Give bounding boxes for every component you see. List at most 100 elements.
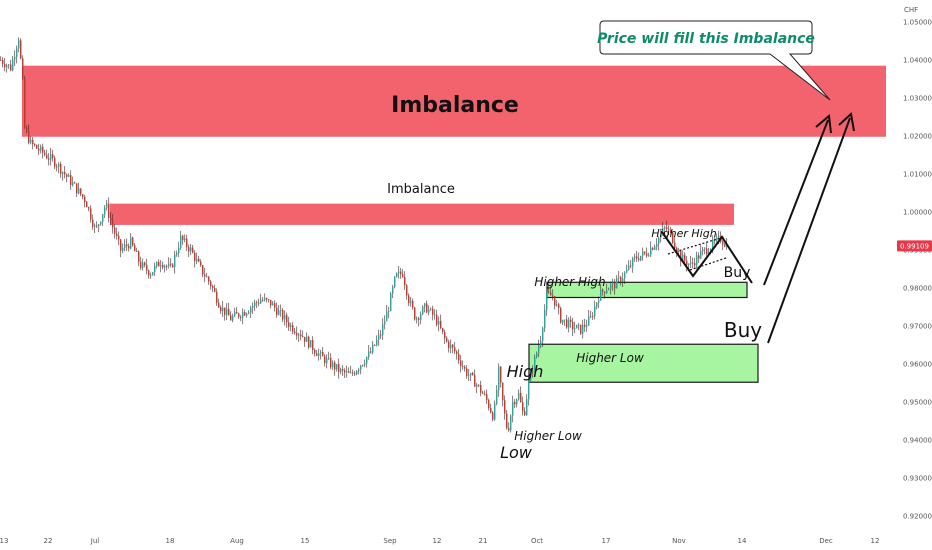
candle — [378, 329, 380, 346]
candle — [548, 286, 550, 295]
candle — [124, 239, 126, 252]
candle — [656, 238, 658, 251]
candle — [356, 369, 358, 376]
candle — [524, 407, 526, 416]
candle — [612, 278, 614, 291]
candle — [640, 255, 642, 262]
candle — [304, 336, 306, 347]
candle — [110, 211, 112, 226]
candle — [274, 300, 276, 312]
candle — [544, 304, 546, 333]
candle — [80, 188, 82, 197]
candle — [106, 200, 108, 211]
candle — [48, 153, 50, 166]
candle — [432, 305, 434, 321]
candle — [100, 221, 102, 226]
candle — [402, 269, 404, 278]
candle — [134, 243, 136, 252]
candle — [424, 302, 426, 313]
candle — [490, 403, 492, 414]
candle — [580, 324, 582, 335]
candle — [434, 309, 436, 320]
candle — [116, 227, 118, 240]
candle — [492, 411, 494, 422]
candle — [22, 55, 24, 80]
candle — [380, 330, 382, 339]
candle — [556, 299, 558, 307]
x-tick-label: 22 — [44, 537, 53, 545]
x-tick-label: Sep — [383, 537, 397, 545]
candle — [330, 353, 332, 370]
candle — [360, 364, 362, 375]
candle — [260, 293, 262, 305]
candle — [38, 143, 40, 155]
candle — [666, 220, 668, 232]
candle — [600, 283, 602, 301]
candle — [122, 243, 124, 254]
candle — [198, 255, 200, 263]
candle — [558, 302, 560, 315]
candle — [158, 259, 160, 267]
candle — [162, 261, 164, 270]
candle — [594, 300, 596, 320]
candle — [44, 149, 46, 157]
candle — [268, 298, 270, 303]
candle — [704, 247, 706, 255]
time-axis[interactable]: 13 22 Jul 18 Aug 15 Sep 12 21 Oct 17 Nov 14 Dec 12 — [0, 537, 879, 545]
candle — [104, 205, 106, 219]
candle — [264, 293, 266, 302]
y-tick-label: 0.97000 — [903, 323, 932, 331]
candle — [646, 247, 648, 258]
candle — [396, 272, 398, 278]
candle — [536, 351, 538, 359]
candle — [514, 399, 516, 409]
candle — [674, 236, 676, 249]
flag-upper-line — [667, 236, 725, 255]
candle — [114, 224, 116, 239]
candle — [290, 322, 292, 332]
callout-text: Price will fill this Imbalance — [597, 31, 815, 47]
candle — [348, 367, 350, 374]
candle — [174, 250, 176, 274]
candle — [400, 267, 402, 279]
candle — [120, 238, 122, 258]
candle — [326, 354, 328, 369]
candle — [60, 161, 62, 178]
zone-3 — [528, 343, 759, 383]
candle — [172, 263, 174, 268]
zone-1 — [110, 203, 734, 225]
candle — [420, 311, 422, 325]
candle — [694, 257, 696, 269]
candle — [62, 171, 64, 181]
candle — [616, 275, 618, 289]
candle — [628, 260, 630, 271]
candle — [486, 389, 488, 404]
candle — [404, 271, 406, 290]
price-axis[interactable]: CHF 1.05000 1.04000 1.03000 1.02000 1.01000 1… — [903, 6, 932, 521]
candle — [522, 396, 524, 416]
candle — [324, 354, 326, 367]
candle — [310, 339, 312, 348]
candle — [574, 321, 576, 334]
candle — [442, 327, 444, 335]
candle — [72, 176, 74, 187]
candle — [236, 307, 238, 314]
candle — [266, 297, 268, 303]
candle — [506, 409, 508, 430]
candle — [688, 263, 690, 269]
x-tick-label: 13 — [0, 537, 8, 545]
x-tick-label: Nov — [672, 537, 686, 545]
candle — [370, 347, 372, 354]
candle — [316, 349, 318, 357]
candle — [354, 370, 356, 377]
candle — [52, 149, 54, 162]
candle — [440, 314, 442, 330]
candle — [444, 329, 446, 345]
candle — [18, 37, 20, 53]
x-tick-label: 17 — [602, 537, 611, 545]
candle — [590, 310, 592, 319]
arrow-head-2 — [838, 112, 855, 132]
candle — [2, 57, 4, 68]
candle — [148, 269, 150, 279]
